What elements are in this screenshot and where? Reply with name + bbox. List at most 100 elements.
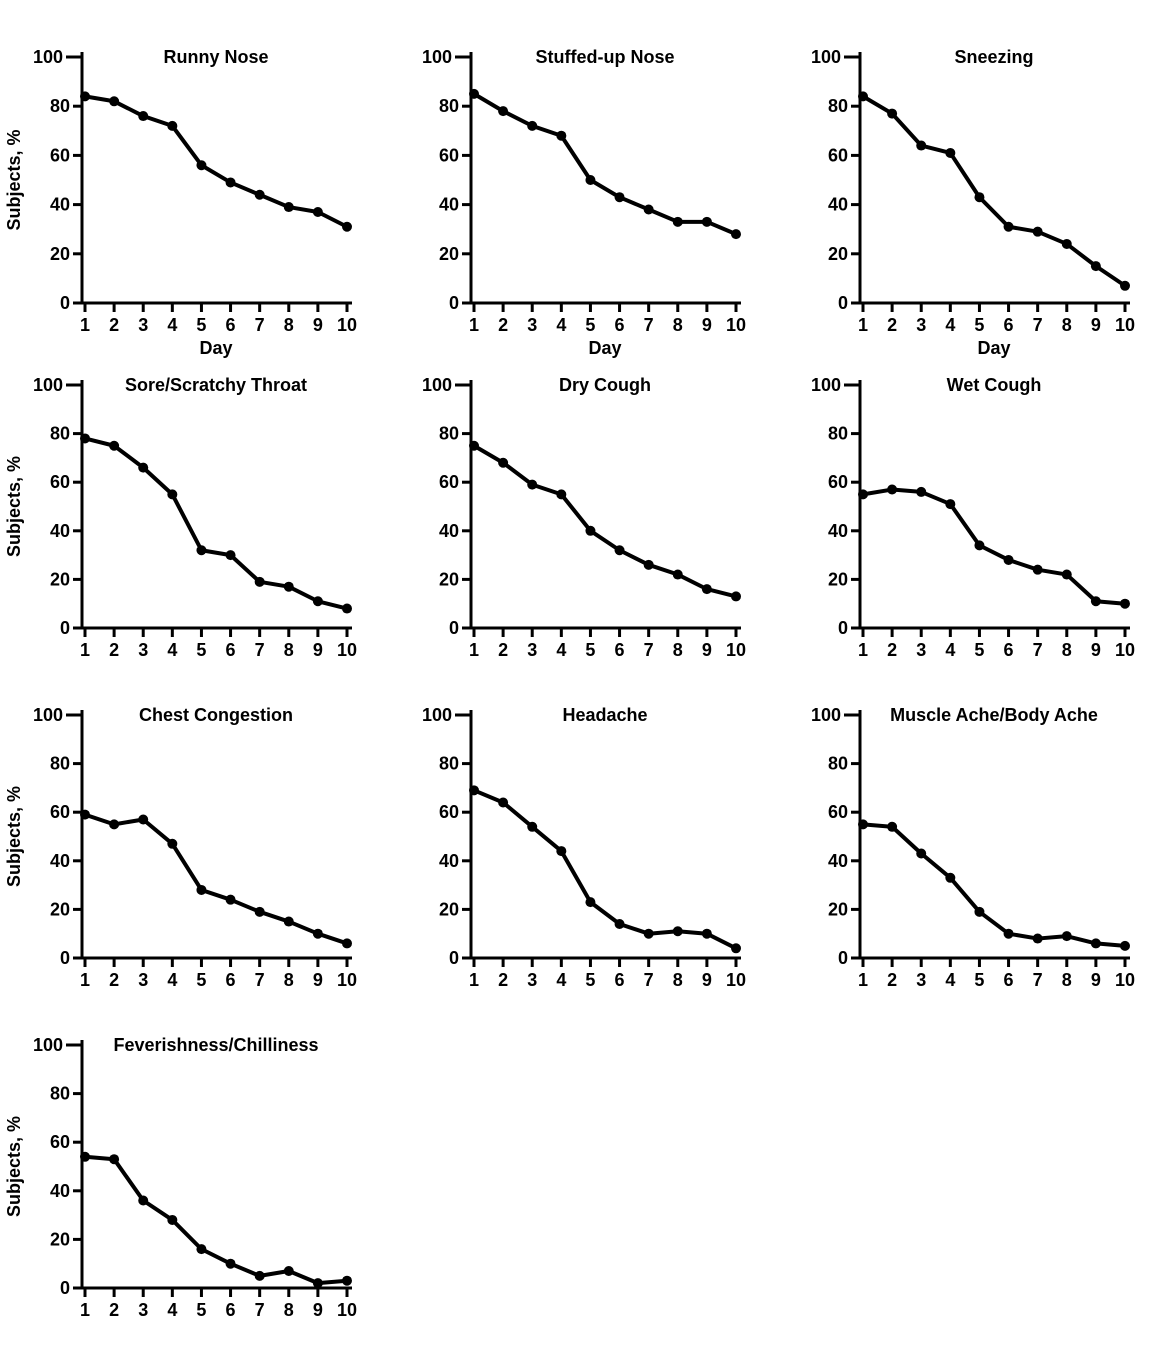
- x-tick-label: 3: [138, 970, 148, 990]
- y-tick-label: 80: [828, 96, 848, 116]
- y-tick-label: 80: [439, 96, 459, 116]
- y-tick-label: 100: [811, 705, 841, 725]
- data-point: [225, 894, 236, 905]
- data-line: [861, 822, 1127, 948]
- x-tick-label: 2: [887, 640, 897, 660]
- data-point: [945, 872, 956, 883]
- chart-title: Feverishness/Chilliness: [113, 1035, 318, 1055]
- y-tick-label: 100: [422, 705, 452, 725]
- y-tick-label: 0: [838, 618, 848, 638]
- data-point: [672, 569, 683, 580]
- chart-sore-scratchy-throat: Sore/Scratchy Throat 0 20 40 60 80 100 1 2 3 4 5 6 7 8…: [0, 358, 389, 688]
- data-point: [731, 229, 741, 240]
- x-tick-label: 5: [974, 315, 984, 335]
- data-point: [138, 111, 149, 122]
- data-point: [138, 1195, 149, 1206]
- x-tick-label: 10: [1115, 315, 1135, 335]
- data-line: [472, 788, 738, 951]
- x-tick-label: 7: [644, 640, 654, 660]
- data-point: [643, 204, 654, 215]
- y-axis-label: Subjects, %: [4, 1116, 24, 1217]
- data-point: [1090, 938, 1101, 949]
- y-tick-label: 20: [439, 899, 459, 919]
- y-tick-label: 60: [50, 802, 70, 822]
- chart-title: Runny Nose: [163, 47, 268, 67]
- data-point: [498, 106, 509, 117]
- y-tick-label: 80: [439, 424, 459, 444]
- y-tick-label: 20: [828, 569, 848, 589]
- data-point: [974, 192, 985, 203]
- x-tick-label: 3: [916, 970, 926, 990]
- data-point: [283, 1265, 294, 1276]
- chart-title: Stuffed-up Nose: [536, 47, 675, 67]
- x-tick-label: 7: [255, 1300, 265, 1320]
- y-tick-label: 60: [828, 802, 848, 822]
- data-point: [254, 1270, 265, 1281]
- chart-canvas-wet-cough: Wet Cough 0 20 40 60 80 100 1 2 3 4 5 6 7 8 9 10: [811, 375, 1135, 660]
- y-tick-label: 0: [449, 618, 459, 638]
- axis-spine: [80, 52, 352, 305]
- x-tick-label: 10: [337, 970, 357, 990]
- data-point: [614, 918, 625, 929]
- data-point: [858, 819, 868, 830]
- data-point: [312, 928, 323, 939]
- x-tick-label: 1: [80, 970, 90, 990]
- data-point: [1003, 221, 1014, 232]
- data-point: [138, 462, 149, 473]
- y-tick-label: 40: [828, 521, 848, 541]
- data-point: [945, 499, 956, 510]
- x-tick-label: 10: [1115, 970, 1135, 990]
- data-line: [83, 1154, 349, 1286]
- x-tick-label: 1: [469, 970, 479, 990]
- x-tick-label: 7: [644, 970, 654, 990]
- data-line: [472, 443, 738, 599]
- x-tick-label: 3: [916, 640, 926, 660]
- data-line: [83, 812, 349, 946]
- chart-canvas-muscle-ache-body-ache: Muscle Ache/Body Ache 0 20 40 60 80 100 1 2 3 4 5 6 7…: [811, 705, 1135, 990]
- x-tick-label: 4: [945, 640, 955, 660]
- y-axis-label: Subjects, %: [4, 456, 24, 557]
- chart-sneezing: Sneezing 0 20 40 60 80 100 1 2 3 4 5 6 7 8 9 10 Day: [778, 0, 1167, 358]
- x-tick-label: 6: [615, 640, 625, 660]
- x-tick-label: 1: [858, 315, 868, 335]
- data-point: [887, 108, 898, 119]
- data-point: [342, 221, 352, 232]
- x-tick-label: 3: [138, 1300, 148, 1320]
- data-point: [469, 88, 479, 99]
- data-point: [312, 206, 323, 217]
- y-tick-label: 0: [449, 948, 459, 968]
- chart-wet-cough: Wet Cough 0 20 40 60 80 100 1 2 3 4 5 6 7 8 9 10: [778, 358, 1167, 688]
- y-tick-label: 0: [838, 948, 848, 968]
- x-tick-label: 2: [109, 640, 119, 660]
- y-tick-label: 80: [50, 424, 70, 444]
- x-tick-label: 9: [313, 970, 323, 990]
- data-point: [283, 581, 294, 592]
- x-tick-label: 2: [498, 640, 508, 660]
- chart-canvas-chest-congestion: Chest Congestion 0 20 40 60 80 100 1 2 3 4 5 6 7 8 9 10 S…: [4, 705, 357, 990]
- x-tick-label: 7: [255, 970, 265, 990]
- x-axis-label: Day: [977, 338, 1010, 358]
- data-point: [614, 192, 625, 203]
- data-point: [527, 821, 538, 832]
- chart-canvas-runny-nose: Runny Nose 0 20 40 60 80 100 1 2 3 4 5 6 7 8 9 10 Day Subj…: [4, 47, 357, 358]
- axis-spine: [469, 52, 741, 305]
- x-tick-label: 10: [726, 640, 746, 660]
- x-tick-label: 4: [945, 315, 955, 335]
- chart-title: Sore/Scratchy Throat: [125, 375, 307, 395]
- x-tick-label: 5: [196, 970, 206, 990]
- y-tick-label: 20: [439, 244, 459, 264]
- data-point: [527, 479, 538, 490]
- y-tick-label: 20: [50, 1229, 70, 1249]
- x-tick-label: 3: [527, 315, 537, 335]
- data-point: [196, 160, 207, 171]
- data-point: [196, 1244, 207, 1255]
- data-point: [585, 175, 596, 185]
- chart-title: Muscle Ache/Body Ache: [890, 705, 1098, 725]
- y-tick-label: 40: [50, 521, 70, 541]
- axis-spine: [80, 1040, 352, 1290]
- y-tick-label: 100: [811, 47, 841, 67]
- data-point: [225, 550, 236, 561]
- data-point: [138, 814, 149, 825]
- x-tick-label: 2: [498, 970, 508, 990]
